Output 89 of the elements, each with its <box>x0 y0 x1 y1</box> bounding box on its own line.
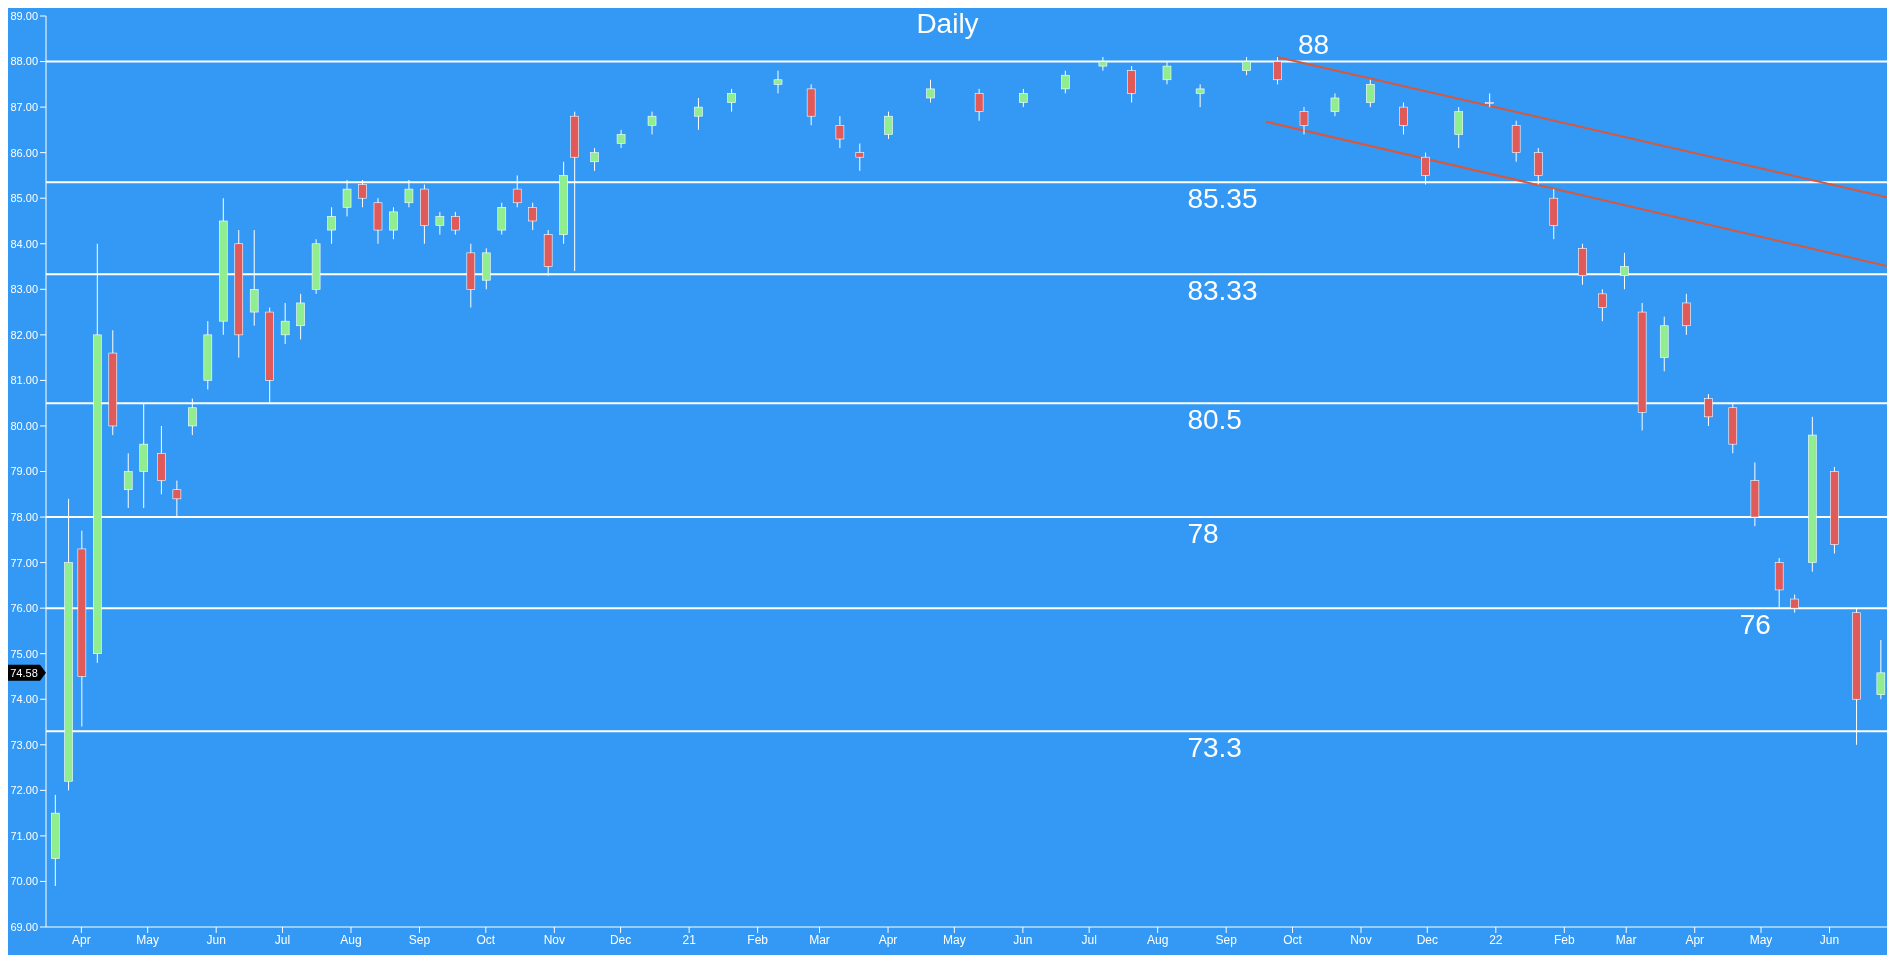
candlestick <box>435 211 445 236</box>
candlestick <box>389 206 398 240</box>
ref-line-label: 80.5 <box>1187 404 1242 436</box>
x-tick-label: Jun <box>206 932 226 947</box>
y-tick-label: 79.00 <box>10 465 38 478</box>
y-tick-label: 80.00 <box>10 419 38 432</box>
ref-line-label: 83.33 <box>1187 275 1258 307</box>
x-tick-label: May <box>1749 932 1773 947</box>
y-tick-label: 83.00 <box>10 283 38 296</box>
chart-title: Daily <box>916 8 979 39</box>
candlestick <box>528 202 537 231</box>
candlestick <box>616 129 626 149</box>
x-tick-label: Apr <box>1685 932 1705 947</box>
candlestick <box>327 206 336 245</box>
y-tick-label: 85.00 <box>10 192 38 205</box>
x-tick-label: Nov <box>543 932 565 947</box>
candlestick <box>1330 92 1340 117</box>
candlestick <box>1366 79 1375 108</box>
x-tick-label: Mar <box>809 932 830 947</box>
y-tick-label: 87.00 <box>10 101 38 113</box>
candlestick <box>773 70 783 94</box>
candlestick <box>280 302 290 345</box>
x-tick-label: Apr <box>878 932 898 947</box>
y-tick-label: 72.00 <box>10 784 38 797</box>
candlestick <box>974 88 984 122</box>
x-tick-label: Jun <box>1819 932 1840 947</box>
ref-line-label: 73.3 <box>1187 732 1242 764</box>
candlestick <box>1598 288 1607 322</box>
x-tick-label: Oct <box>476 932 496 947</box>
y-tick-label: 76.00 <box>10 602 38 615</box>
ref-line-label: 78 <box>1187 518 1219 550</box>
x-tick-label: May <box>943 932 966 947</box>
candlestick <box>590 147 599 172</box>
x-tick-label: Feb <box>747 932 769 947</box>
y-tick-label: 73.00 <box>10 738 38 751</box>
y-tick-label: 81.00 <box>10 374 38 387</box>
ref-line-label: 85.35 <box>1187 183 1258 215</box>
y-tick-label: 75.00 <box>10 647 38 660</box>
candlestick <box>1019 88 1028 108</box>
candlestick <box>497 202 507 236</box>
candlestick <box>694 97 703 131</box>
y-tick-label: 78.00 <box>10 510 38 523</box>
candlestick <box>926 79 935 104</box>
text: 74.58 <box>10 666 38 679</box>
candlestick <box>451 211 460 236</box>
x-tick-label: Mar <box>1615 932 1637 947</box>
x-tick-label: Sep <box>1215 932 1238 947</box>
x-tick-label: Apr <box>72 932 91 947</box>
candlestick <box>884 111 893 140</box>
ref-line-label: 76 <box>1739 609 1771 641</box>
y-tick-label: 70.00 <box>10 875 38 888</box>
candlestick <box>123 452 133 509</box>
candlestick <box>855 143 865 172</box>
y-tick-label: 86.00 <box>10 146 38 159</box>
x-tick-label: Nov <box>1350 932 1372 947</box>
candlestick <box>727 88 736 113</box>
candlestick <box>1127 65 1136 104</box>
x-tick-label: Feb <box>1553 932 1575 947</box>
x-tick-label: Dec <box>1416 932 1438 947</box>
y-tick-label: 69.00 <box>10 920 38 933</box>
candlestick <box>1876 639 1886 700</box>
candlestick <box>1682 293 1691 336</box>
candlestick <box>1299 106 1309 135</box>
x-tick-label: Dec <box>609 932 632 947</box>
y-tick-label: 74.00 <box>10 693 38 706</box>
x-tick-label: Aug <box>1146 932 1169 947</box>
candlestick <box>1195 83 1205 108</box>
x-tick-label: 22 <box>1489 932 1503 947</box>
x-tick-label: Jun <box>1013 932 1033 947</box>
y-tick-label: 88.00 <box>10 55 38 68</box>
candlestick <box>835 115 845 149</box>
y-tick-label: 82.00 <box>10 328 38 341</box>
ref-line-label: 88 <box>1297 28 1330 60</box>
candlestick <box>647 111 657 135</box>
candlestick <box>296 293 305 340</box>
y-tick-label: 77.00 <box>10 556 38 569</box>
x-tick-label: Aug <box>340 932 362 947</box>
candlestick <box>1454 106 1464 149</box>
y-tick-label: 84.00 <box>10 237 38 250</box>
x-tick-label: Jul <box>274 932 291 947</box>
candlestick <box>1061 70 1070 94</box>
x-tick-label: Oct <box>1283 932 1303 947</box>
x-tick-label: 21 <box>682 932 697 947</box>
candlestick <box>1399 102 1408 135</box>
x-tick-label: May <box>136 932 159 947</box>
y-tick-label: 89.00 <box>10 9 38 22</box>
x-tick-label: Sep <box>408 932 431 947</box>
y-tick-label: 71.00 <box>10 829 38 842</box>
x-tick-label: Jul <box>1081 932 1097 947</box>
